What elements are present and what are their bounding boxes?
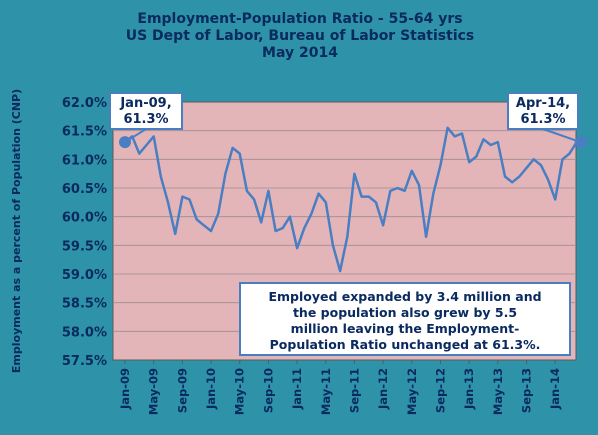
x-tick-label: Sep-09 — [175, 368, 189, 413]
x-tick-label: May-13 — [491, 368, 505, 415]
y-tick-label: 59.5% — [62, 239, 107, 254]
x-axis-ticks: Jan-09 May-09 Sep-09 Jan-10 May-10 Sep-10 Jan-… — [118, 360, 562, 415]
y-tick-label: 61.0% — [62, 153, 107, 168]
y-tick-label: 61.5% — [62, 125, 107, 140]
gridlines — [113, 130, 576, 332]
y-tick-label: 58.5% — [62, 297, 107, 312]
end-callout-leader — [542, 128, 582, 144]
x-tick-label: Sep-11 — [347, 368, 361, 413]
end-point-marker — [574, 136, 587, 149]
y-tick-label: 60.5% — [62, 182, 107, 197]
x-tick-label: Jan-14 — [548, 368, 562, 410]
chart-subtitle: US Dept of Labor, Bureau of Labor Statis… — [126, 28, 475, 44]
x-tick-label: Sep-13 — [520, 368, 534, 413]
annotation-line-3: million leaving the Employment- — [291, 321, 520, 336]
y-tick-label: 59.0% — [62, 268, 107, 283]
start-point-marker — [119, 136, 131, 149]
x-tick-label: Jan-12 — [376, 368, 390, 410]
x-tick-label: Jan-13 — [462, 368, 476, 410]
x-tick-label: Jan-11 — [290, 368, 304, 410]
end-callout-box — [507, 92, 579, 130]
x-tick-label: Jan-10 — [204, 368, 218, 410]
x-tick-label: Sep-10 — [261, 368, 275, 413]
chart-date-line: May 2014 — [262, 45, 338, 61]
start-callout-box — [109, 92, 183, 130]
y-tick-label: 62.0% — [62, 96, 107, 111]
x-tick-label: May-12 — [405, 368, 419, 415]
annotation-line-1: Employed expanded by 3.4 million and — [268, 289, 541, 304]
y-axis-label: Employment as a percent of Population (C… — [10, 89, 23, 373]
annotation-line-2: the population also grew by 5.5 — [293, 305, 517, 320]
end-callout-label: Apr-14, — [516, 96, 570, 111]
x-tick-label: May-11 — [319, 368, 333, 415]
x-tick-label: Jan-09 — [118, 368, 132, 410]
start-callout-label: Jan-09, — [119, 96, 171, 111]
end-callout-value: 61.3% — [520, 112, 565, 127]
annotation-box-frame — [239, 282, 571, 356]
y-tick-label: 57.5% — [62, 354, 107, 369]
start-callout: Jan-09, 61.3% — [109, 92, 183, 130]
x-tick-label: May-10 — [233, 368, 247, 415]
x-tick-label: May-09 — [147, 368, 161, 415]
y-tick-label: 60.0% — [62, 211, 107, 226]
x-tick-label: Sep-12 — [433, 368, 447, 413]
end-callout: Apr-14, 61.3% — [507, 92, 579, 130]
annotation-line-4: Population Ratio unchanged at 61.3%. — [270, 337, 541, 352]
annotation-box: Employed expanded by 3.4 million and the… — [239, 282, 571, 356]
chart-title: Employment-Population Ratio - 55-64 yrs — [137, 11, 462, 27]
y-tick-label: 58.0% — [62, 325, 107, 340]
start-callout-value: 61.3% — [123, 112, 168, 127]
y-axis-ticks: 57.5% 58.0% 58.5% 59.0% 59.5% 60.0% 60.5% 61.0%… — [62, 96, 107, 369]
series-line — [124, 126, 578, 273]
